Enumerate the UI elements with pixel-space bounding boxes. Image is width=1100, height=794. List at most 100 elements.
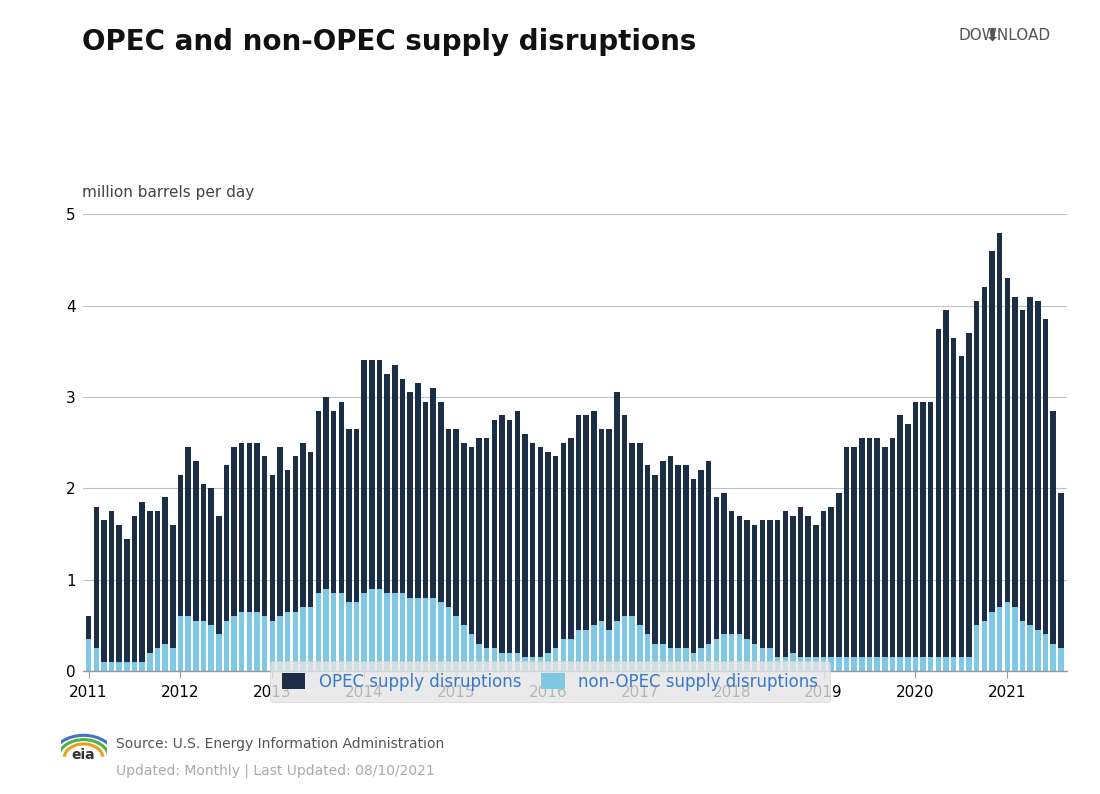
Bar — [109, 511, 114, 662]
Bar — [698, 470, 704, 648]
Bar — [354, 429, 360, 603]
Bar — [844, 447, 849, 657]
Bar — [553, 648, 559, 671]
Bar — [117, 525, 122, 662]
Bar — [598, 429, 604, 621]
Bar — [192, 461, 199, 621]
Bar — [813, 657, 818, 671]
Bar — [828, 657, 834, 671]
Bar — [1027, 297, 1033, 626]
Bar — [1050, 643, 1056, 671]
Bar — [546, 653, 551, 671]
Bar — [270, 475, 275, 621]
Bar — [155, 511, 161, 648]
Bar — [384, 374, 389, 593]
Bar — [813, 525, 818, 657]
Bar — [859, 657, 865, 671]
Bar — [805, 516, 811, 657]
Bar — [316, 593, 321, 671]
Bar — [774, 657, 780, 671]
Bar — [430, 598, 436, 671]
Bar — [606, 429, 612, 630]
Text: Source: U.S. Energy Information Administration: Source: U.S. Energy Information Administ… — [116, 737, 443, 751]
Bar — [422, 402, 428, 598]
Bar — [200, 621, 206, 671]
Bar — [645, 634, 650, 671]
Bar — [722, 493, 727, 634]
Bar — [828, 507, 834, 657]
Bar — [507, 420, 513, 653]
Bar — [905, 424, 911, 657]
Bar — [192, 621, 199, 671]
Bar — [300, 443, 306, 607]
Bar — [346, 429, 352, 603]
Bar — [760, 648, 766, 671]
Bar — [729, 634, 735, 671]
Bar — [170, 648, 176, 671]
Bar — [484, 438, 490, 648]
Bar — [1058, 648, 1064, 671]
Bar — [966, 333, 971, 657]
Bar — [867, 438, 872, 657]
Bar — [637, 443, 642, 626]
Bar — [231, 616, 236, 671]
Bar — [86, 639, 91, 671]
Bar — [484, 648, 490, 671]
Bar — [621, 616, 627, 671]
Bar — [798, 657, 803, 671]
Bar — [208, 488, 213, 626]
Bar — [331, 593, 337, 671]
Bar — [737, 634, 742, 671]
Bar — [637, 626, 642, 671]
Bar — [117, 662, 122, 671]
Bar — [354, 603, 360, 671]
Bar — [285, 470, 290, 611]
Bar — [507, 653, 513, 671]
Bar — [1043, 319, 1048, 634]
Bar — [178, 475, 184, 616]
Bar — [821, 511, 826, 657]
Bar — [147, 653, 153, 671]
Bar — [530, 657, 536, 671]
Bar — [890, 438, 895, 657]
Bar — [561, 443, 566, 639]
Bar — [186, 447, 191, 616]
Bar — [798, 507, 803, 657]
Bar — [415, 384, 420, 598]
Bar — [583, 630, 588, 671]
Bar — [652, 475, 658, 643]
Bar — [461, 626, 466, 671]
Bar — [370, 360, 375, 589]
Bar — [246, 611, 252, 671]
Bar — [415, 598, 420, 671]
Bar — [805, 657, 811, 671]
Bar — [760, 520, 766, 648]
Bar — [538, 447, 543, 657]
Bar — [936, 657, 942, 671]
Bar — [124, 662, 130, 671]
Bar — [1027, 626, 1033, 671]
Bar — [147, 511, 153, 653]
Bar — [936, 329, 942, 657]
Bar — [997, 607, 1002, 671]
Bar — [714, 639, 719, 671]
Bar — [944, 310, 949, 657]
Bar — [821, 657, 826, 671]
Bar — [660, 461, 666, 643]
Bar — [285, 611, 290, 671]
Bar — [989, 611, 994, 671]
Bar — [362, 593, 367, 671]
Bar — [591, 626, 596, 671]
Bar — [790, 653, 795, 671]
Bar — [836, 493, 842, 657]
Bar — [1012, 607, 1018, 671]
Bar — [767, 648, 772, 671]
Bar — [981, 287, 987, 621]
Bar — [714, 497, 719, 639]
Bar — [553, 457, 559, 648]
Bar — [629, 443, 635, 616]
Bar — [239, 611, 244, 671]
Bar — [239, 443, 244, 611]
Bar — [905, 657, 911, 671]
Bar — [851, 657, 857, 671]
